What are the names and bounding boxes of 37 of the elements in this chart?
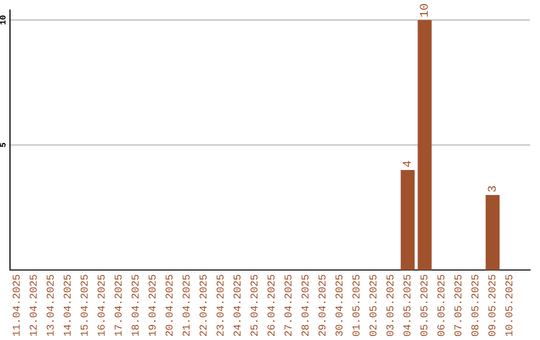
x-tick-label: 03.05.2025: [386, 274, 394, 336]
x-tick-label: 18.04.2025: [132, 274, 139, 336]
x-tick-label: 06.05.2025: [437, 274, 444, 336]
y-tick-label: 5: [0, 142, 6, 148]
x-tick-label: 20.04.2025: [166, 274, 173, 336]
x-tick-label: 01.05.2025: [352, 274, 360, 336]
x-tick-label: 12.04.2025: [30, 274, 37, 336]
data-label: 3: [488, 186, 496, 192]
x-tick-label: 22.04.2025: [200, 274, 207, 336]
x-tick-label: 30.04.2025: [335, 274, 343, 336]
x-tick-label: 26.04.2025: [268, 274, 275, 336]
x-tick-label: 13.04.2025: [46, 274, 54, 336]
x-tick-label: 21.04.2025: [182, 274, 190, 336]
bar: [400, 170, 415, 270]
x-tick-label: 29.04.2025: [318, 274, 326, 336]
x-tick-label: 27.04.2025: [284, 274, 292, 336]
x-tick-label: 08.05.2025: [471, 274, 478, 336]
x-tick-label: 19.04.2025: [148, 274, 156, 336]
bar: [486, 195, 500, 270]
x-tick-label: 14.04.2025: [64, 274, 71, 336]
x-tick-label: 02.05.2025: [369, 274, 377, 336]
x-tick-label: 04.05.2025: [403, 274, 410, 336]
x-tick-label: 24.04.2025: [234, 274, 241, 336]
x-tick-label: 16.04.2025: [98, 274, 105, 336]
bar: [418, 20, 432, 270]
x-tick-label: 07.05.2025: [454, 274, 462, 336]
x-tick-label: 17.04.2025: [114, 274, 122, 336]
x-tick-label: 28.04.2025: [301, 274, 309, 336]
x-tick-label: 15.04.2025: [80, 274, 88, 336]
x-tick-label: 11.04.2025: [12, 274, 20, 336]
data-label: 4: [402, 161, 411, 167]
x-tick-label: 25.04.2025: [250, 274, 258, 336]
x-tick-label: 09.05.2025: [488, 274, 496, 336]
x-tick-label: 23.04.2025: [216, 274, 224, 336]
x-tick-label: 05.05.2025: [420, 274, 428, 336]
x-tick-label: 10.05.2025: [505, 274, 512, 336]
data-label: 10: [420, 4, 428, 17]
